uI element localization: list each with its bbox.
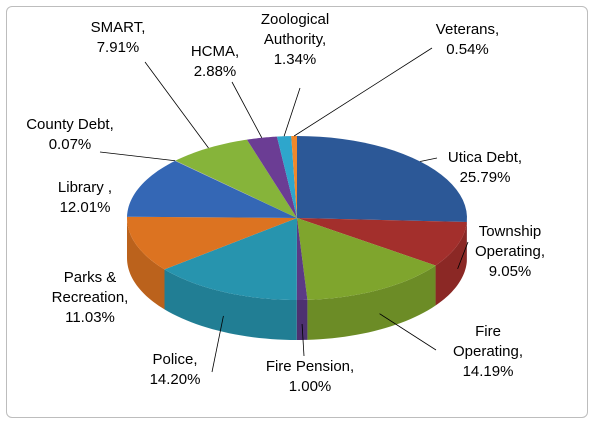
label-value: 0.07% <box>48 136 92 153</box>
label-category: Parks & Recreation, <box>51 269 129 306</box>
label-category: Township Operating, <box>474 223 546 260</box>
leader-line <box>293 47 433 137</box>
label-value: 2.88% <box>193 63 237 80</box>
label-category: Library , <box>57 179 113 196</box>
label-value: 11.03% <box>65 309 115 326</box>
data-label: Utica Debt, 25.79% <box>435 148 535 188</box>
label-value: 1.34% <box>273 51 317 68</box>
label-value: 14.19% <box>462 363 514 380</box>
slice-side <box>164 269 297 340</box>
data-label: Police, 14.20% <box>135 350 215 390</box>
slice <box>297 218 467 266</box>
chart-frame <box>6 6 588 418</box>
data-label: Zoological Authority, 1.34% <box>240 10 350 70</box>
data-label: Parks & Recreation, 11.03% <box>35 268 145 328</box>
data-label: Fire Pension, 1.00% <box>250 357 370 397</box>
label-value: 1.00% <box>288 378 332 395</box>
slice <box>291 136 297 218</box>
data-label: Library , 12.01% <box>40 178 130 218</box>
slice <box>175 139 297 218</box>
slice <box>127 160 298 218</box>
slice <box>246 136 297 218</box>
leader-line <box>283 87 301 137</box>
data-label: County Debt, 0.07% <box>15 115 125 155</box>
leader-line <box>144 61 209 149</box>
label-value: 12.01% <box>59 199 111 216</box>
data-label: SMART, 7.91% <box>78 18 158 58</box>
slice-side <box>435 222 467 306</box>
label-value: 0.54% <box>446 41 489 58</box>
label-category: Police, <box>152 351 198 368</box>
slice <box>175 160 297 218</box>
label-value: 14.20% <box>149 371 201 388</box>
slice <box>297 218 436 300</box>
label-category: Veterans, <box>435 21 500 38</box>
leader-line <box>379 313 437 351</box>
label-category: SMART, <box>90 19 146 36</box>
leader-line <box>231 81 263 138</box>
leader-line <box>99 151 176 162</box>
label-category: HCMA, <box>190 43 240 60</box>
leader-line <box>301 323 305 357</box>
slice <box>127 216 297 270</box>
slice <box>276 136 297 218</box>
slice-side <box>307 265 436 340</box>
slice <box>297 136 467 223</box>
label-value: 9.05% <box>488 263 532 280</box>
label-category: County Debt, <box>26 116 114 133</box>
label-category: Fire Pension, <box>265 358 355 375</box>
label-category: Zoological Authority, <box>260 11 330 48</box>
label-value: 25.79% <box>459 169 511 186</box>
label-category: Utica Debt, <box>447 149 523 166</box>
label-value: 7.91% <box>96 39 140 56</box>
slice <box>164 218 297 300</box>
data-label: Veterans, 0.54% <box>420 20 515 60</box>
data-label: HCMA, 2.88% <box>180 42 250 82</box>
slice <box>296 218 308 300</box>
leader-line <box>420 157 438 162</box>
leader-line <box>211 315 224 373</box>
leader-line <box>457 241 469 270</box>
label-category: Fire Operating, <box>452 323 524 360</box>
data-label: Township Operating, 9.05% <box>455 222 565 282</box>
data-label: Fire Operating, 14.19% <box>438 322 538 382</box>
slice-side <box>296 299 308 340</box>
slice-side <box>127 218 165 310</box>
